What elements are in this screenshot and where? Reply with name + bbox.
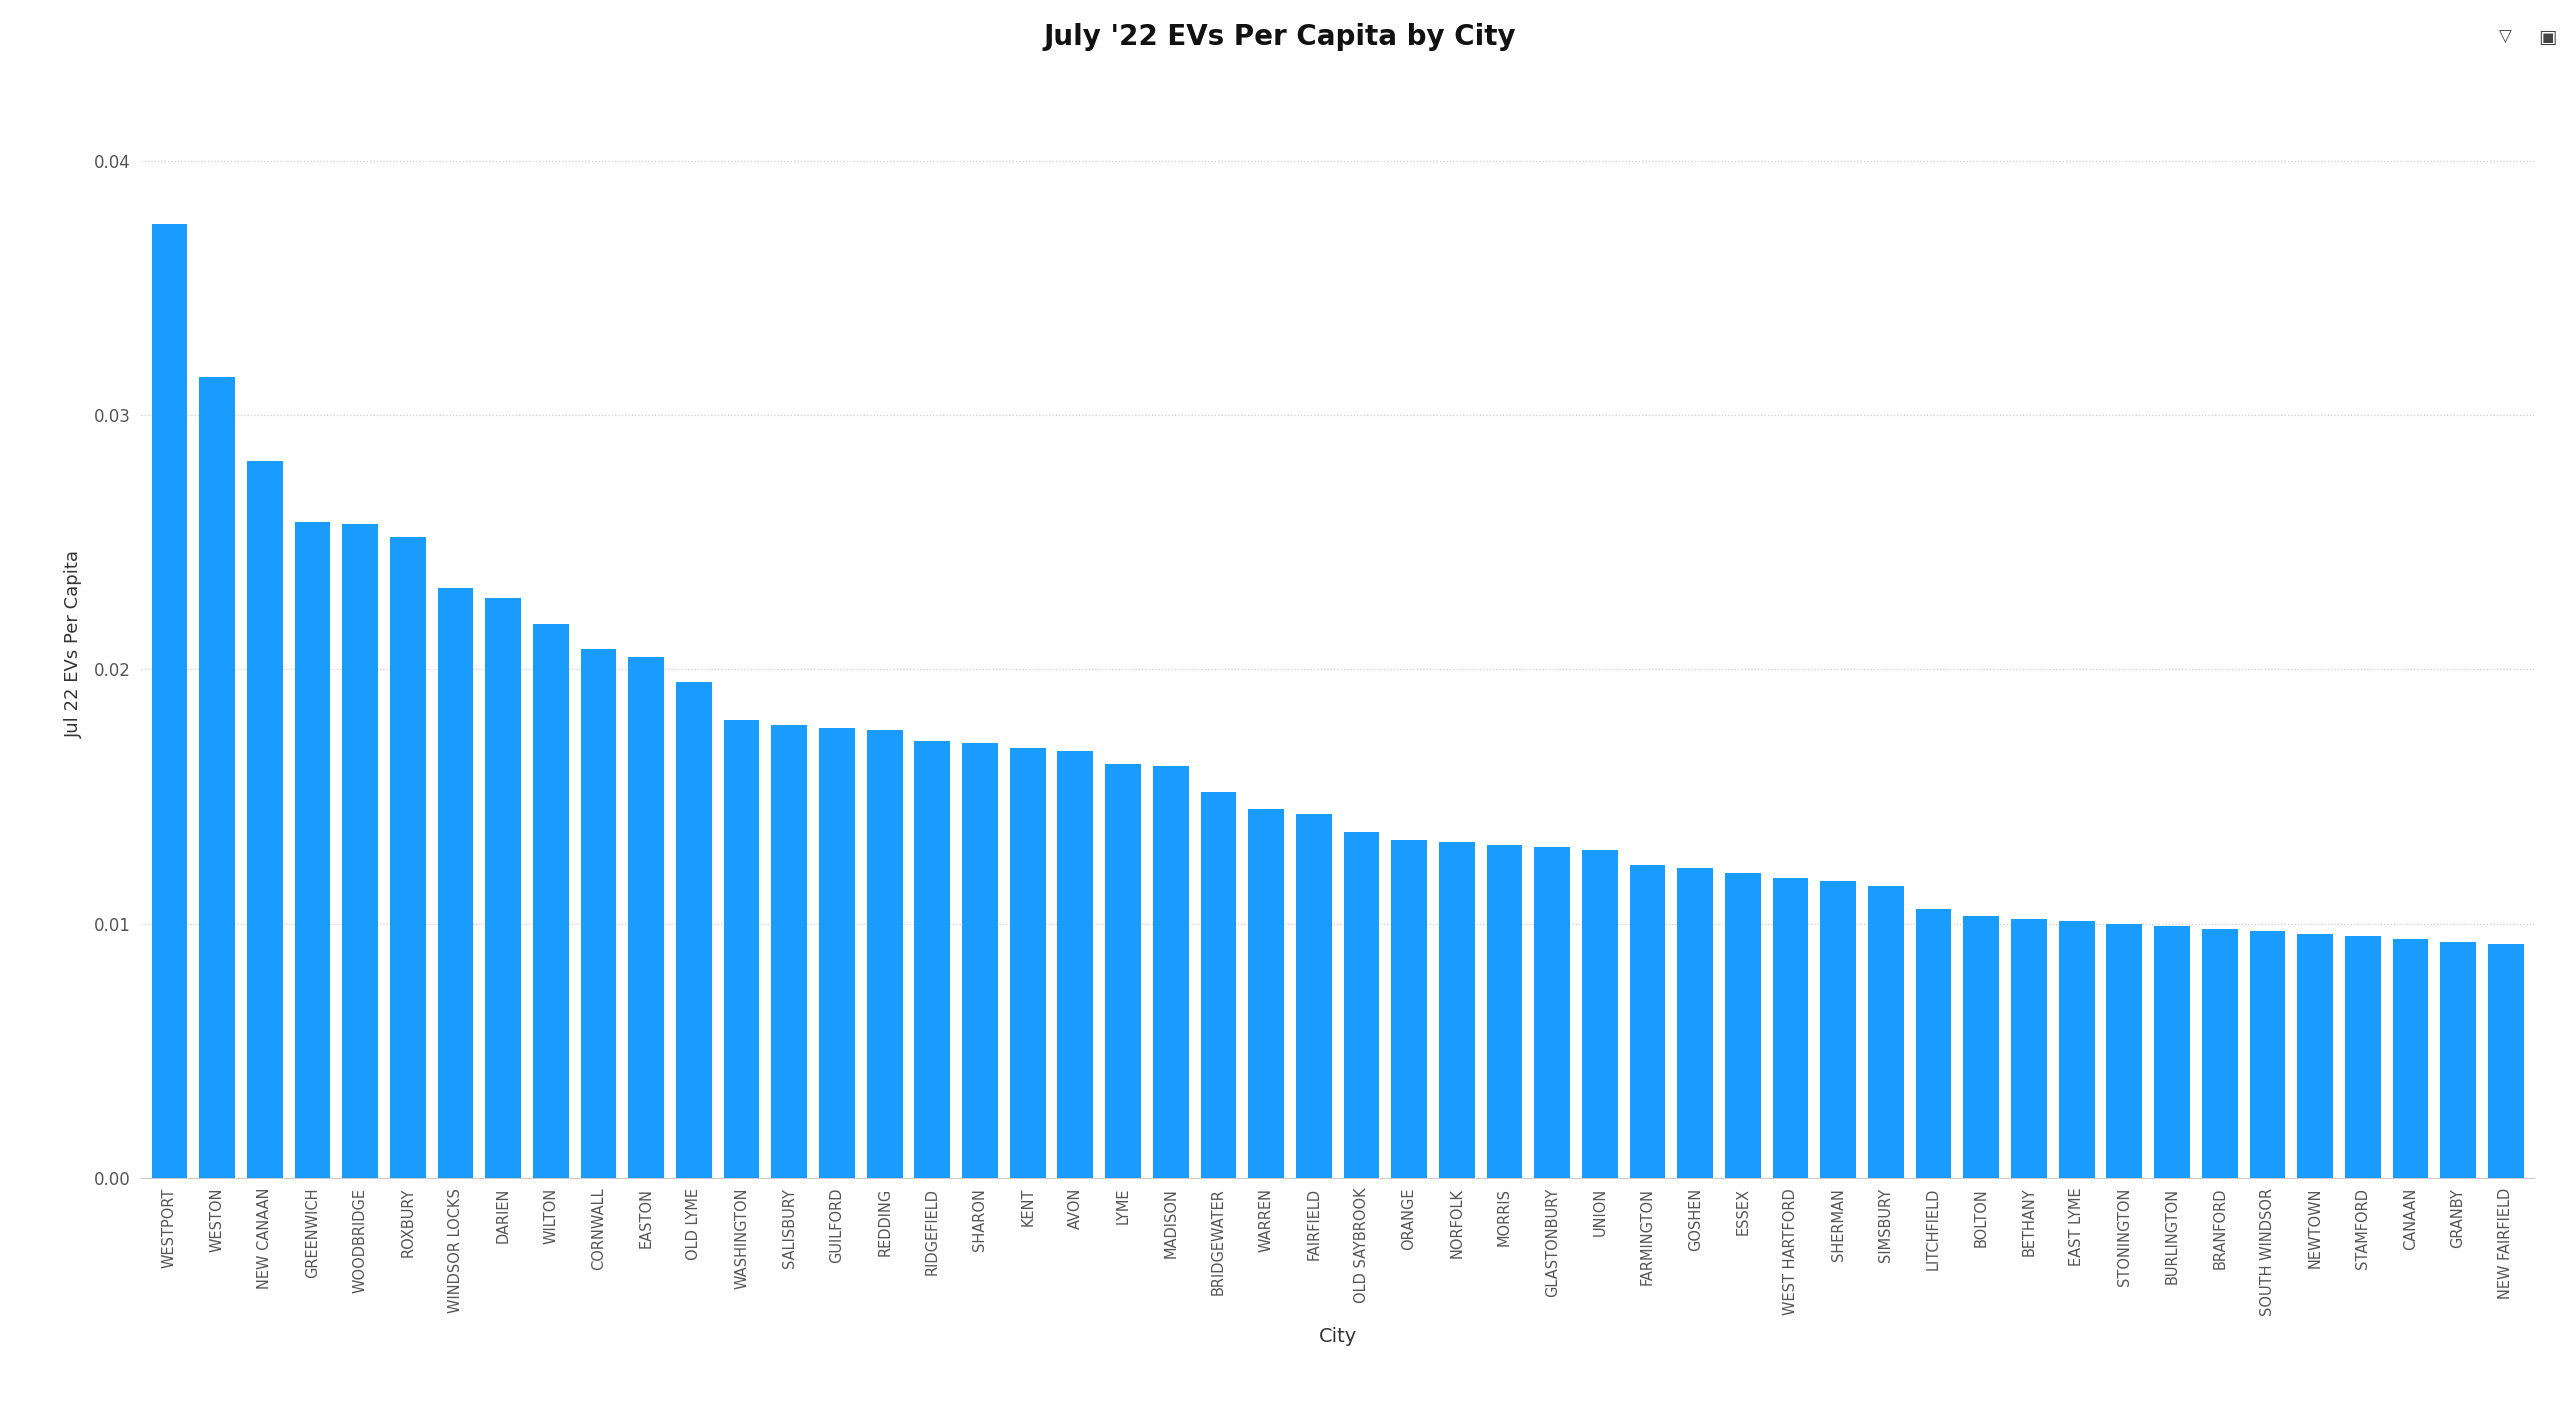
Bar: [1487, 845, 1523, 1178]
Bar: [1057, 751, 1093, 1178]
Bar: [2296, 934, 2332, 1178]
Bar: [1772, 878, 1807, 1178]
Bar: [819, 728, 855, 1178]
Bar: [1582, 850, 1618, 1178]
Bar: [1964, 917, 1999, 1178]
Bar: [532, 624, 568, 1178]
Bar: [1344, 833, 1380, 1178]
Text: ▽: ▽: [2499, 29, 2511, 46]
Bar: [1201, 791, 1236, 1178]
X-axis label: City: City: [1318, 1327, 1357, 1347]
Bar: [343, 524, 379, 1178]
Bar: [2153, 927, 2189, 1178]
Bar: [963, 743, 998, 1178]
Bar: [1249, 810, 1285, 1178]
Bar: [389, 537, 425, 1178]
Bar: [1009, 748, 1044, 1178]
Bar: [246, 461, 282, 1178]
Bar: [1152, 765, 1188, 1178]
Bar: [1631, 865, 1667, 1178]
Text: ▣: ▣: [2537, 27, 2557, 47]
Bar: [438, 588, 474, 1178]
Bar: [1869, 885, 1905, 1178]
Bar: [676, 683, 712, 1178]
Y-axis label: Jul 22 EVs Per Capita: Jul 22 EVs Per Capita: [64, 550, 82, 738]
Bar: [914, 741, 950, 1178]
Bar: [1915, 908, 1951, 1178]
Bar: [724, 720, 760, 1178]
Bar: [868, 731, 904, 1178]
Bar: [1439, 843, 1475, 1178]
Bar: [151, 224, 187, 1178]
Bar: [771, 725, 806, 1178]
Bar: [2107, 924, 2143, 1178]
Bar: [2440, 941, 2476, 1178]
Bar: [2058, 921, 2094, 1178]
Bar: [1390, 840, 1426, 1178]
Bar: [581, 650, 617, 1178]
Bar: [2394, 940, 2429, 1178]
Bar: [2012, 918, 2048, 1178]
Bar: [1677, 868, 1713, 1178]
Bar: [2250, 931, 2286, 1178]
Bar: [2345, 937, 2381, 1178]
Bar: [486, 598, 522, 1178]
Text: July '22 EVs Per Capita by City: July '22 EVs Per Capita by City: [1044, 23, 1516, 51]
Bar: [1533, 847, 1569, 1178]
Bar: [294, 523, 330, 1178]
Bar: [627, 657, 663, 1178]
Bar: [1725, 873, 1761, 1178]
Bar: [1295, 814, 1331, 1178]
Bar: [2488, 944, 2524, 1178]
Bar: [1106, 764, 1142, 1178]
Bar: [200, 377, 236, 1178]
Bar: [1820, 881, 1856, 1178]
Bar: [2202, 928, 2237, 1178]
